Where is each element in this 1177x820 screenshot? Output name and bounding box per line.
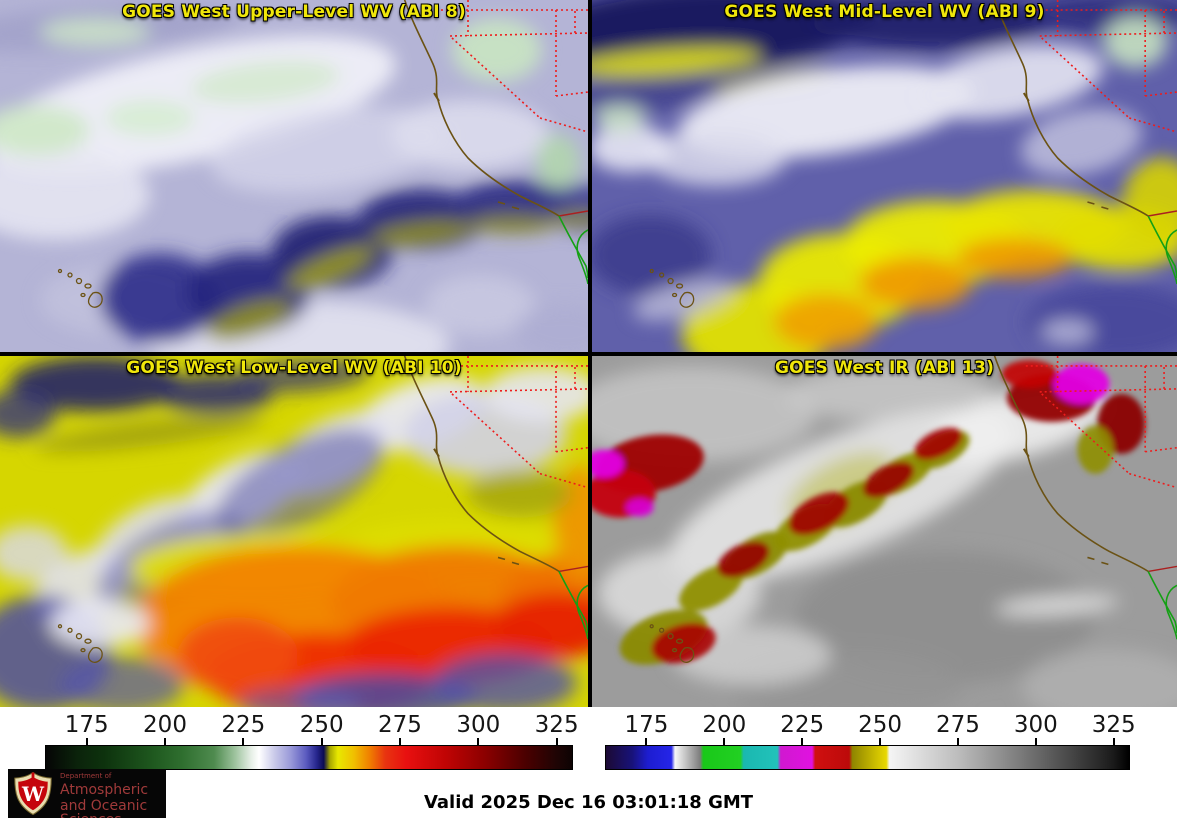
svg-text:W: W bbox=[21, 783, 45, 806]
logo-line1: Atmospheric bbox=[60, 782, 149, 798]
colorbar-tick-mark bbox=[242, 738, 245, 745]
colorbar-tick-mark bbox=[879, 738, 882, 745]
valid-timestamp: Valid 2025 Dec 16 03:01:18 GMT bbox=[423, 792, 754, 813]
colorbar-tick-mark bbox=[1112, 738, 1115, 745]
satellite-panel-grid: GOES West Upper-Level WV (ABI 8) bbox=[0, 0, 1177, 707]
colorbar-tick-mark bbox=[398, 738, 401, 745]
wv-colorbar-gradient bbox=[45, 745, 573, 770]
colorbar-tick-mark bbox=[164, 738, 166, 745]
colorbar-tick-mark bbox=[645, 738, 648, 745]
wv-colorbar-tickmarks bbox=[45, 738, 573, 745]
logo-line2: and Oceanic Sciences bbox=[60, 798, 148, 818]
panel-abi9: GOES West Mid-Level WV (ABI 9) bbox=[592, 0, 1177, 352]
colorbar-tick-label: 275 bbox=[378, 712, 422, 738]
ir-colorbar-gradient bbox=[605, 745, 1130, 770]
colorbar-tick-label: 175 bbox=[64, 712, 109, 738]
colorbar-tick-label: 200 bbox=[143, 712, 187, 738]
colorbar-tick-label: 250 bbox=[299, 712, 344, 738]
colorbar-tick-mark bbox=[723, 738, 726, 745]
abi13-imagery bbox=[592, 356, 1177, 707]
wv-colorbar-tick-labels: 175 200 225 250 275 300 325 bbox=[45, 712, 579, 738]
colorbar-tick-label: 175 bbox=[624, 712, 669, 738]
ir-colorbar-tickmarks bbox=[605, 738, 1130, 745]
water-vapor-colorbar: 175 200 225 250 275 300 325 bbox=[45, 712, 579, 770]
colorbar-tick-mark bbox=[956, 738, 959, 745]
abi8-imagery bbox=[0, 0, 588, 352]
colorbar-tick-label: 225 bbox=[780, 712, 825, 738]
panel-abi13: GOES West IR (ABI 13) bbox=[592, 356, 1177, 707]
colorbar-tick-mark bbox=[320, 738, 323, 745]
colorbar-tick-mark bbox=[1034, 738, 1037, 745]
colorbar-tick-label: 225 bbox=[221, 712, 266, 738]
colorbar-tick-label: 300 bbox=[456, 712, 501, 738]
aos-logo: W Department of Atmospheric and Oceanic … bbox=[8, 769, 166, 818]
colorbar-tick-label: 250 bbox=[858, 712, 903, 738]
panel-abi8: GOES West Upper-Level WV (ABI 8) bbox=[0, 0, 588, 352]
colorbar-tick-mark bbox=[801, 738, 804, 745]
colorbar-tick-label: 325 bbox=[534, 712, 579, 738]
colorbar-tick-label: 300 bbox=[1013, 712, 1058, 738]
ir-colorbar-tick-labels: 175 200 225 250 275 300 325 bbox=[605, 712, 1136, 738]
abi9-imagery bbox=[592, 0, 1177, 352]
logo-dept-line: Department of bbox=[60, 772, 112, 780]
colorbar-tick-mark bbox=[477, 738, 480, 745]
aos-logo-text: Department of Atmospheric and Oceanic Sc… bbox=[60, 772, 166, 819]
colorbar-tick-label: 325 bbox=[1091, 712, 1136, 738]
infrared-colorbar: 175 200 225 250 275 300 325 bbox=[605, 712, 1136, 770]
colorbar-tick-mark bbox=[555, 738, 558, 745]
colorbar-tick-mark bbox=[85, 738, 88, 745]
uw-crest-icon: W bbox=[14, 771, 52, 816]
abi10-imagery bbox=[0, 356, 588, 707]
colorbar-tick-label: 275 bbox=[936, 712, 980, 738]
panel-abi10: GOES West Low-Level WV (ABI 10) bbox=[0, 356, 588, 707]
colorbar-tick-label: 200 bbox=[702, 712, 747, 738]
